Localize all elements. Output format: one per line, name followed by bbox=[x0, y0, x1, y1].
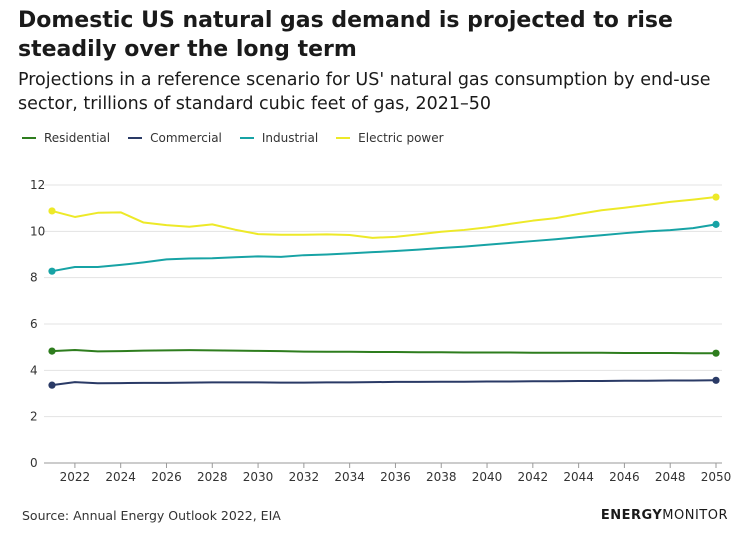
x-tick-label-2024: 2024 bbox=[105, 470, 136, 484]
legend-swatch-commercial bbox=[128, 137, 143, 139]
legend-label-commercial: Commercial bbox=[150, 131, 222, 145]
source-note: Source: Annual Energy Outlook 2022, EIA bbox=[22, 508, 281, 523]
legend-item-industrial: Industrial bbox=[239, 131, 319, 145]
x-tick-label-2028: 2028 bbox=[197, 470, 228, 484]
marker-end-residential bbox=[712, 349, 720, 357]
y-tick-label-12: 12 bbox=[30, 178, 45, 192]
marker-end-industrial bbox=[712, 220, 720, 228]
x-tick-label-2032: 2032 bbox=[289, 470, 320, 484]
marker-start-industrial bbox=[48, 267, 56, 275]
gridlines bbox=[44, 184, 722, 464]
x-tick-label-2046: 2046 bbox=[609, 470, 640, 484]
y-tick-label-0: 0 bbox=[30, 456, 38, 470]
legend-label-industrial: Industrial bbox=[261, 131, 319, 145]
y-tick-label-4: 4 bbox=[30, 363, 38, 377]
x-tick-label-2034: 2034 bbox=[334, 470, 365, 484]
x-axis-tick-labels: 2022 2024 2026 2028 2030 2032 2034 2036 2038 2040… bbox=[60, 463, 732, 484]
x-tick-label-2044: 2044 bbox=[563, 470, 594, 484]
y-tick-label-10: 10 bbox=[30, 224, 45, 238]
series-line-electric-power bbox=[51, 196, 717, 239]
marker-start-residential bbox=[48, 347, 56, 355]
legend-swatch-industrial bbox=[239, 137, 254, 139]
y-tick-label-6: 6 bbox=[30, 317, 38, 331]
legend-label-electric-power: Electric power bbox=[358, 131, 444, 145]
chart-title: Domestic US natural gas demand is projec… bbox=[18, 8, 673, 62]
legend-swatch-residential bbox=[22, 137, 36, 139]
chart-subtitle: Projections in a reference scenario for … bbox=[18, 70, 711, 114]
brand-logo: ENERGYMONITOR bbox=[601, 508, 728, 523]
x-tick-label-2030: 2030 bbox=[243, 470, 274, 484]
series-line-residential bbox=[51, 348, 717, 355]
x-tick-label-2022: 2022 bbox=[60, 470, 91, 484]
x-tick-label-2038: 2038 bbox=[426, 470, 457, 484]
x-tick-label-2036: 2036 bbox=[380, 470, 411, 484]
series-line-commercial bbox=[51, 379, 717, 387]
marker-start-electric-power bbox=[48, 207, 56, 215]
y-axis-tick-labels: 0 2 4 6 8 10 12 bbox=[30, 178, 45, 470]
series-lines bbox=[51, 196, 717, 387]
marker-start-commercial bbox=[48, 381, 56, 389]
y-tick-label-8: 8 bbox=[30, 271, 38, 285]
legend-label-residential: Residential bbox=[44, 131, 111, 145]
series-line-industrial bbox=[51, 223, 717, 273]
marker-end-commercial bbox=[712, 376, 720, 384]
legend-item-commercial: Commercial bbox=[128, 131, 222, 145]
marker-end-electric-power bbox=[712, 193, 720, 201]
y-tick-label-2: 2 bbox=[30, 410, 38, 424]
x-tick-label-2042: 2042 bbox=[518, 470, 549, 484]
x-tick-label-2050: 2050 bbox=[701, 470, 732, 484]
legend: Residential Commercial Industrial Electr… bbox=[22, 130, 462, 146]
brand-light: MONITOR bbox=[662, 508, 728, 523]
legend-item-residential: Residential bbox=[22, 131, 110, 145]
x-tick-label-2048: 2048 bbox=[655, 470, 686, 484]
legend-item-electric-power: Electric power bbox=[336, 131, 444, 145]
x-tick-label-2040: 2040 bbox=[472, 470, 503, 484]
endpoint-markers bbox=[48, 193, 720, 389]
x-tick-label-2026: 2026 bbox=[151, 470, 182, 484]
brand-bold: ENERGY bbox=[600, 508, 663, 523]
legend-swatch-electric-power bbox=[336, 137, 351, 139]
